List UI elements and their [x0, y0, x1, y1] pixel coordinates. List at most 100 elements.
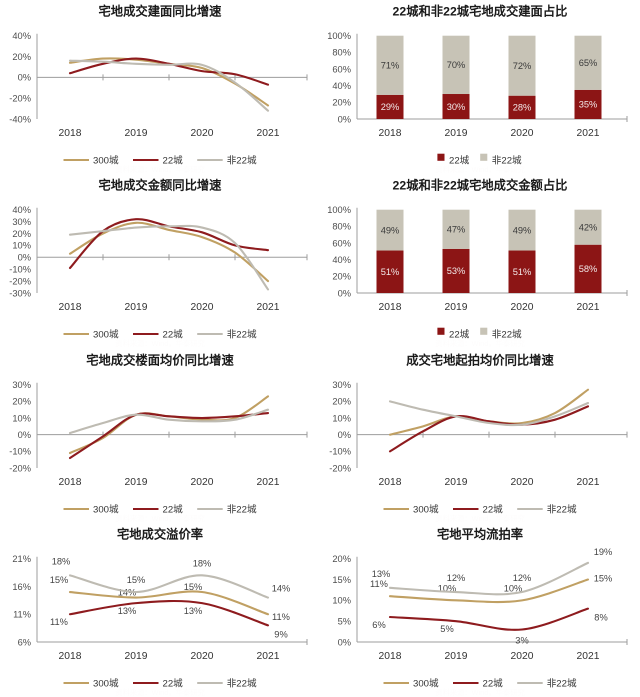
- svg-text:0%: 0%: [338, 114, 351, 124]
- svg-text:40%: 40%: [332, 255, 351, 265]
- svg-text:40%: 40%: [332, 81, 351, 91]
- svg-text:60%: 60%: [332, 239, 351, 249]
- svg-text:15%: 15%: [332, 575, 351, 585]
- svg-text:29%: 29%: [381, 102, 400, 112]
- svg-text:51%: 51%: [513, 267, 532, 277]
- svg-text:-10%: -10%: [9, 265, 31, 275]
- svg-text:42%: 42%: [579, 223, 598, 233]
- svg-text:-20%: -20%: [9, 463, 31, 473]
- svg-text:2018: 2018: [59, 651, 82, 662]
- svg-text:2021: 2021: [577, 651, 600, 662]
- svg-text:2021: 2021: [257, 302, 280, 313]
- svg-text:0%: 0%: [18, 73, 31, 83]
- svg-text:15%: 15%: [594, 573, 613, 583]
- svg-text:2020: 2020: [191, 477, 214, 488]
- svg-text:2020: 2020: [511, 128, 534, 139]
- svg-text:70%: 70%: [447, 60, 466, 70]
- svg-text:宅地成交溢价率: 宅地成交溢价率: [117, 526, 203, 541]
- svg-text:2019: 2019: [125, 302, 148, 313]
- svg-text:资料来源：Wind，华泰研究: 资料来源：Wind，华泰研究: [115, 688, 205, 697]
- svg-text:宅地成交建面同比增速: 宅地成交建面同比增速: [99, 4, 223, 19]
- svg-text:宅地成交楼面均价同比增速: 宅地成交楼面均价同比增速: [86, 352, 234, 367]
- svg-text:2019: 2019: [445, 477, 468, 488]
- svg-text:15%: 15%: [50, 575, 69, 585]
- svg-text:0%: 0%: [18, 253, 31, 263]
- svg-text:0%: 0%: [338, 637, 351, 647]
- svg-text:2020: 2020: [191, 302, 214, 313]
- svg-text:资料来源：Wind，华泰研究: 资料来源：Wind，华泰研究: [435, 514, 525, 523]
- svg-text:20%: 20%: [332, 396, 351, 406]
- svg-text:10%: 10%: [332, 595, 351, 605]
- svg-text:2019: 2019: [125, 128, 148, 139]
- svg-text:-30%: -30%: [9, 289, 31, 299]
- svg-text:30%: 30%: [447, 102, 466, 112]
- svg-text:-20%: -20%: [329, 463, 351, 473]
- svg-text:资料来源：Wind，华泰研究: 资料来源：Wind，华泰研究: [435, 339, 525, 348]
- svg-text:10%: 10%: [12, 413, 31, 423]
- svg-text:2019: 2019: [125, 477, 148, 488]
- svg-text:2018: 2018: [59, 302, 82, 313]
- svg-text:10%: 10%: [12, 241, 31, 251]
- svg-text:51%: 51%: [381, 267, 400, 277]
- svg-text:2019: 2019: [445, 302, 468, 313]
- svg-text:2020: 2020: [511, 651, 534, 662]
- svg-text:非22城: 非22城: [227, 329, 257, 341]
- svg-text:-20%: -20%: [9, 93, 31, 103]
- svg-text:5%: 5%: [338, 616, 351, 626]
- svg-text:资料来源：Wind，华泰研究: 资料来源：Wind，华泰研究: [115, 339, 205, 348]
- svg-text:2020: 2020: [511, 302, 534, 313]
- svg-text:53%: 53%: [447, 266, 466, 276]
- svg-text:60%: 60%: [332, 64, 351, 74]
- svg-text:2018: 2018: [379, 128, 402, 139]
- svg-text:18%: 18%: [52, 556, 71, 566]
- svg-text:资料来源：Wind，华泰研究: 资料来源：Wind，华泰研究: [435, 688, 525, 697]
- svg-text:2021: 2021: [577, 128, 600, 139]
- svg-text:20%: 20%: [332, 98, 351, 108]
- svg-text:2018: 2018: [379, 477, 402, 488]
- svg-text:5%: 5%: [440, 624, 453, 634]
- svg-text:2021: 2021: [257, 651, 280, 662]
- svg-text:2021: 2021: [257, 477, 280, 488]
- svg-text:11%: 11%: [272, 612, 290, 622]
- svg-text:80%: 80%: [332, 222, 351, 232]
- svg-text:11%: 11%: [370, 579, 388, 589]
- svg-text:2018: 2018: [379, 651, 402, 662]
- svg-text:18%: 18%: [193, 558, 212, 568]
- svg-text:13%: 13%: [118, 606, 137, 616]
- svg-text:22城和非22城宅地成交建面占比: 22城和非22城宅地成交建面占比: [393, 4, 568, 19]
- svg-text:30%: 30%: [12, 217, 31, 227]
- svg-text:2020: 2020: [191, 651, 214, 662]
- svg-text:2018: 2018: [59, 128, 82, 139]
- svg-text:2021: 2021: [577, 477, 600, 488]
- svg-text:-10%: -10%: [329, 446, 351, 456]
- svg-text:28%: 28%: [513, 103, 532, 113]
- svg-text:2019: 2019: [125, 651, 148, 662]
- svg-text:11%: 11%: [50, 617, 68, 627]
- svg-text:19%: 19%: [594, 547, 613, 557]
- svg-text:49%: 49%: [513, 226, 532, 236]
- svg-text:宅地平均流拍率: 宅地平均流拍率: [437, 526, 523, 541]
- svg-text:2019: 2019: [445, 128, 468, 139]
- svg-text:13%: 13%: [372, 569, 391, 579]
- svg-text:71%: 71%: [381, 61, 400, 71]
- svg-text:2018: 2018: [59, 477, 82, 488]
- svg-text:100%: 100%: [327, 31, 351, 41]
- svg-text:非22城: 非22城: [227, 677, 257, 689]
- svg-text:22城和非22城宅地成交金额占比: 22城和非22城宅地成交金额占比: [393, 178, 568, 193]
- svg-text:非22城: 非22城: [547, 503, 577, 515]
- svg-text:20%: 20%: [332, 272, 351, 282]
- svg-text:20%: 20%: [12, 229, 31, 239]
- svg-text:20%: 20%: [12, 396, 31, 406]
- svg-text:资料来源：Wind，华泰研究: 资料来源：Wind，华泰研究: [115, 165, 205, 174]
- svg-text:宅地成交金额同比增速: 宅地成交金额同比增速: [99, 178, 223, 193]
- svg-text:13%: 13%: [184, 606, 203, 616]
- svg-text:非22城: 非22城: [227, 503, 257, 515]
- svg-text:6%: 6%: [18, 637, 31, 647]
- svg-text:2020: 2020: [511, 477, 534, 488]
- svg-text:30%: 30%: [12, 380, 31, 390]
- svg-text:12%: 12%: [513, 573, 532, 583]
- svg-text:15%: 15%: [184, 582, 203, 592]
- svg-text:40%: 40%: [12, 205, 31, 215]
- svg-text:15%: 15%: [127, 575, 146, 585]
- svg-text:65%: 65%: [579, 58, 598, 68]
